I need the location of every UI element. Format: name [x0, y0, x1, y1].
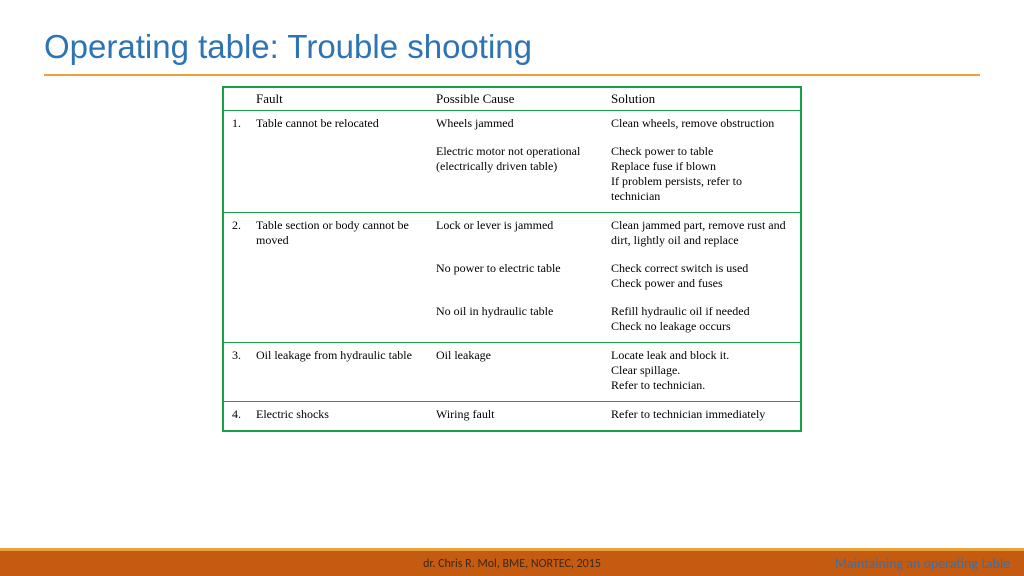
- table-row: 2.Table section or body cannot be movedL…: [224, 213, 800, 257]
- cause-cell: Lock or lever is jammed: [430, 213, 605, 257]
- table-header-row: Fault Possible Cause Solution: [224, 88, 800, 111]
- cause-cell: Electric motor not operational (electric…: [430, 139, 605, 213]
- cause-cell: Wiring fault: [430, 402, 605, 431]
- cause-cell: No power to electric table: [430, 256, 605, 299]
- cause-cell: No oil in hydraulic table: [430, 299, 605, 343]
- slide-title: Operating table: Trouble shooting: [0, 0, 1024, 74]
- col-fault: Fault: [250, 88, 430, 111]
- col-cause: Possible Cause: [430, 88, 605, 111]
- solution-cell: Clean wheels, remove obstruction: [605, 111, 800, 140]
- solution-cell: Check power to tableReplace fuse if blow…: [605, 139, 800, 213]
- cause-cell: Oil leakage: [430, 343, 605, 402]
- solution-cell: Refer to technician immediately: [605, 402, 800, 431]
- table-row: 3.Oil leakage from hydraulic tableOil le…: [224, 343, 800, 402]
- row-number: 2.: [224, 213, 250, 343]
- row-number: 4.: [224, 402, 250, 431]
- solution-cell: Check correct switch is usedCheck power …: [605, 256, 800, 299]
- footer-bar: dr. Chris R. Mol, BME, NORTEC, 2015 Main…: [0, 548, 1024, 576]
- title-rule: [44, 74, 980, 76]
- troubleshoot-table: Fault Possible Cause Solution 1.Table ca…: [222, 86, 802, 432]
- fault-cell: Oil leakage from hydraulic table: [250, 343, 430, 402]
- col-solution: Solution: [605, 88, 800, 111]
- cause-cell: Wheels jammed: [430, 111, 605, 140]
- table-row: 1.Table cannot be relocatedWheels jammed…: [224, 111, 800, 140]
- solution-cell: Locate leak and block it.Clear spillage.…: [605, 343, 800, 402]
- fault-cell: Electric shocks: [250, 402, 430, 431]
- row-number: 1.: [224, 111, 250, 213]
- fault-cell: Table cannot be relocated: [250, 111, 430, 213]
- table-row: 4.Electric shocksWiring faultRefer to te…: [224, 402, 800, 431]
- footer-center: dr. Chris R. Mol, BME, NORTEC, 2015: [423, 557, 601, 571]
- footer-right: Maintaining an operating table: [835, 555, 1010, 572]
- fault-cell: Table section or body cannot be moved: [250, 213, 430, 343]
- row-number: 3.: [224, 343, 250, 402]
- solution-cell: Clean jammed part, remove rust and dirt,…: [605, 213, 800, 257]
- solution-cell: Refill hydraulic oil if neededCheck no l…: [605, 299, 800, 343]
